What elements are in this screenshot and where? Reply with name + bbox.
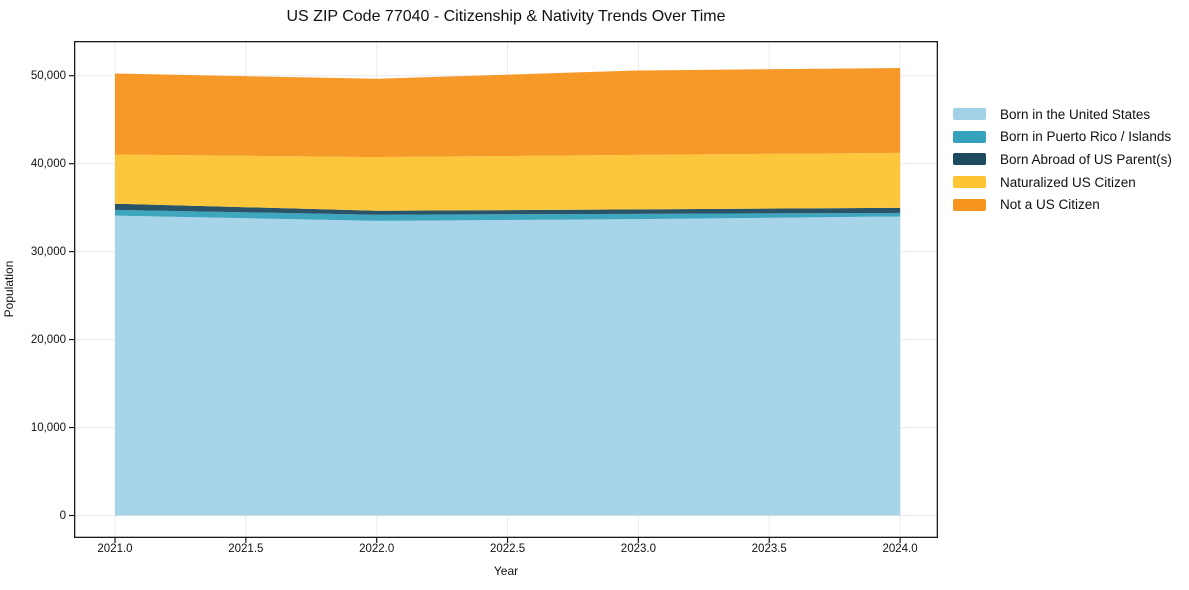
- area-born-abroad-of-us-parent-s: [115, 203, 901, 215]
- legend-label: Born in Puerto Rico / Islands: [1000, 129, 1172, 145]
- x-tick-label: 2022.5: [489, 543, 526, 555]
- area-born-in-the-united-states: [115, 215, 901, 516]
- plot-border: [73, 40, 939, 539]
- legend-item-naturalized-us-citizen: Naturalized US Citizen: [953, 171, 1172, 194]
- legend-label: Naturalized US Citizen: [1000, 174, 1136, 190]
- x-tick-label: 2021.5: [228, 543, 264, 555]
- legend-swatch-naturalized-us-citizen: [953, 176, 986, 189]
- y-tick-label: 30,000: [30, 245, 66, 258]
- legend-swatch-not-a-us-citizen: [953, 198, 986, 211]
- area-naturalized-us-citizen: [115, 152, 901, 211]
- legend-label: Born Abroad of US Parent(s): [1000, 151, 1172, 167]
- x-tick-label: 2021.0: [97, 543, 133, 555]
- y-tick-label: 10,000: [30, 421, 66, 434]
- legend-swatch-born-in-the-united-states: [953, 108, 986, 121]
- y-tick-label: 20,000: [30, 333, 66, 346]
- legend-item-born-in-puerto-rico-islands: Born in Puerto Rico / Islands: [953, 126, 1172, 149]
- legend-item-born-abroad-of-us-parent-s: Born Abroad of US Parent(s): [953, 148, 1172, 171]
- legend-item-born-in-the-united-states: Born in the United States: [953, 103, 1172, 126]
- legend: Born in the United States Born in Puerto …: [953, 103, 1172, 216]
- y-tick-label: 50,000: [30, 69, 66, 82]
- plot-svg: [69, 40, 939, 543]
- x-tick-label: 2024.0: [882, 543, 918, 555]
- x-axis-label: Year: [493, 564, 519, 578]
- legend-item-not-a-us-citizen: Not a US Citizen: [953, 193, 1172, 216]
- chart-title: US ZIP Code 77040 - Citizenship & Nativi…: [286, 8, 726, 25]
- x-tick-label: 2023.5: [751, 543, 787, 555]
- legend-swatch-born-abroad-of-us-parent-s: [953, 153, 986, 166]
- legend-label: Not a US Citizen: [1000, 197, 1100, 213]
- y-tick-label: 40,000: [30, 157, 66, 170]
- legend-label: Born in the United States: [1000, 106, 1151, 122]
- y-tick-label: 0: [59, 509, 66, 522]
- y-axis-label: Population: [2, 260, 16, 318]
- area-born-in-puerto-rico-islands: [115, 209, 901, 221]
- x-tick-label: 2022.0: [359, 543, 395, 555]
- plot-area: [69, 40, 939, 543]
- legend-swatch-born-in-puerto-rico-islands: [953, 130, 986, 143]
- area-not-a-us-citizen: [115, 67, 901, 158]
- x-tick-label: 2023.0: [620, 543, 656, 555]
